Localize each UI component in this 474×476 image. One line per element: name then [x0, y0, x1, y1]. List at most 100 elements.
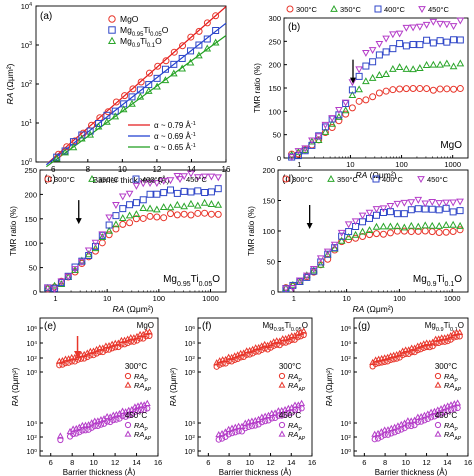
data-point [143, 333, 150, 340]
material-label: MgO [440, 140, 462, 151]
data-point [456, 198, 464, 206]
legend-entry: 350°C [337, 175, 359, 184]
label-part: RA [134, 372, 144, 381]
label-part: 10 [340, 449, 348, 456]
data-point [408, 349, 415, 356]
legend-marker [124, 381, 132, 388]
label-part: AP [298, 436, 306, 442]
data-point [126, 201, 134, 209]
x-tick-label: 8 [383, 458, 387, 467]
data-point [342, 110, 350, 118]
data-point [330, 241, 339, 249]
legend-marker [434, 430, 442, 437]
data-point [207, 200, 216, 207]
data-point [91, 239, 100, 247]
label-part: (Ωμm²) [169, 367, 178, 395]
data-point [310, 267, 318, 275]
data-point [243, 351, 250, 358]
x-tick-label: 12 [152, 165, 161, 174]
data-point [249, 350, 256, 357]
data-point [68, 358, 75, 365]
data-point [291, 401, 299, 408]
data-point [153, 82, 161, 90]
data-point [214, 185, 222, 193]
data-point [201, 209, 209, 217]
data-point [180, 187, 188, 195]
data-point [112, 344, 119, 351]
label-part: Mg [262, 321, 273, 330]
data-point [207, 173, 216, 181]
legend-marker [418, 6, 426, 14]
x-axis-label: RA (Ωμm²) [353, 304, 394, 314]
data-point [416, 64, 424, 71]
data-point [435, 206, 443, 214]
data-point [324, 250, 332, 258]
y-tick-label: 0 [277, 154, 281, 163]
data-point [338, 232, 346, 240]
x-tick-label: 16 [154, 458, 162, 467]
data-point [396, 85, 404, 93]
y-tick-label: 100 [340, 448, 351, 457]
label-part: RA [288, 372, 298, 381]
data-point [79, 129, 87, 137]
material-label: Mg0.9Ti0.1O [413, 274, 462, 288]
data-point [348, 91, 357, 99]
legend-entry: α ~ 0.69 Å-1 [154, 132, 196, 141]
data-point [145, 328, 153, 335]
data-point [421, 200, 430, 208]
data-point [395, 63, 404, 71]
data-point [362, 77, 370, 85]
data-point [178, 64, 187, 72]
label-part: Ti [143, 25, 150, 35]
data-point [279, 339, 286, 346]
data-point [428, 205, 436, 213]
label-part: 0 [192, 448, 195, 454]
data-point [449, 62, 458, 70]
label-part: 2 [192, 355, 195, 361]
data-point [372, 222, 381, 230]
legend-entry: 300°C [296, 5, 318, 14]
label-part: MgO [137, 321, 154, 330]
panel-e: 6 8 10 12 14 16100102104106100102104(e)Barrie… [11, 317, 162, 476]
legend-marker [282, 175, 290, 183]
legend-entry: 350°C [340, 5, 362, 14]
label-part: RA [444, 421, 454, 430]
data-point [195, 41, 203, 49]
data-point [71, 137, 79, 145]
data-point [264, 346, 271, 353]
data-point [429, 60, 438, 68]
data-point [393, 222, 402, 230]
data-point [261, 340, 269, 348]
data-point [261, 345, 268, 352]
data-point [450, 36, 458, 44]
x-axis-label: RA (Ωμm²) [113, 304, 154, 314]
temperature-label: 300°C [125, 362, 148, 371]
y-tick-label: 100 [340, 369, 351, 378]
x-tick-label: 16 [464, 458, 472, 467]
y-tick-label: 100 [184, 369, 195, 378]
y-tick-label: 102 [184, 434, 195, 443]
material-label: Mg0.95Ti0.05O [163, 274, 220, 288]
data-point [289, 285, 297, 292]
label-part: (Ωμm²) [367, 170, 396, 180]
data-point [355, 66, 363, 74]
data-point [309, 266, 318, 273]
panel-d: 1 10 100 1000 0 50 100 150 200 (d) RA (Ωμm²) TMR ra… [247, 166, 469, 314]
data-point [297, 333, 304, 340]
legend-marker [330, 4, 338, 12]
label-part: 4 [348, 340, 351, 346]
x-tick-label: 6 [49, 458, 53, 467]
y-tick-label: 102 [26, 434, 37, 443]
y-tick-label: 200 [268, 61, 281, 70]
data-point [428, 228, 436, 236]
data-point [359, 218, 367, 226]
data-point [400, 210, 408, 218]
data-point [456, 221, 464, 229]
label-part: 10 [340, 341, 348, 348]
y-tick-label: 100 [21, 158, 32, 167]
data-point [86, 127, 94, 135]
legend-entry: RAP [134, 372, 148, 384]
label-part: 0.9 [132, 43, 141, 49]
data-point [62, 360, 69, 367]
